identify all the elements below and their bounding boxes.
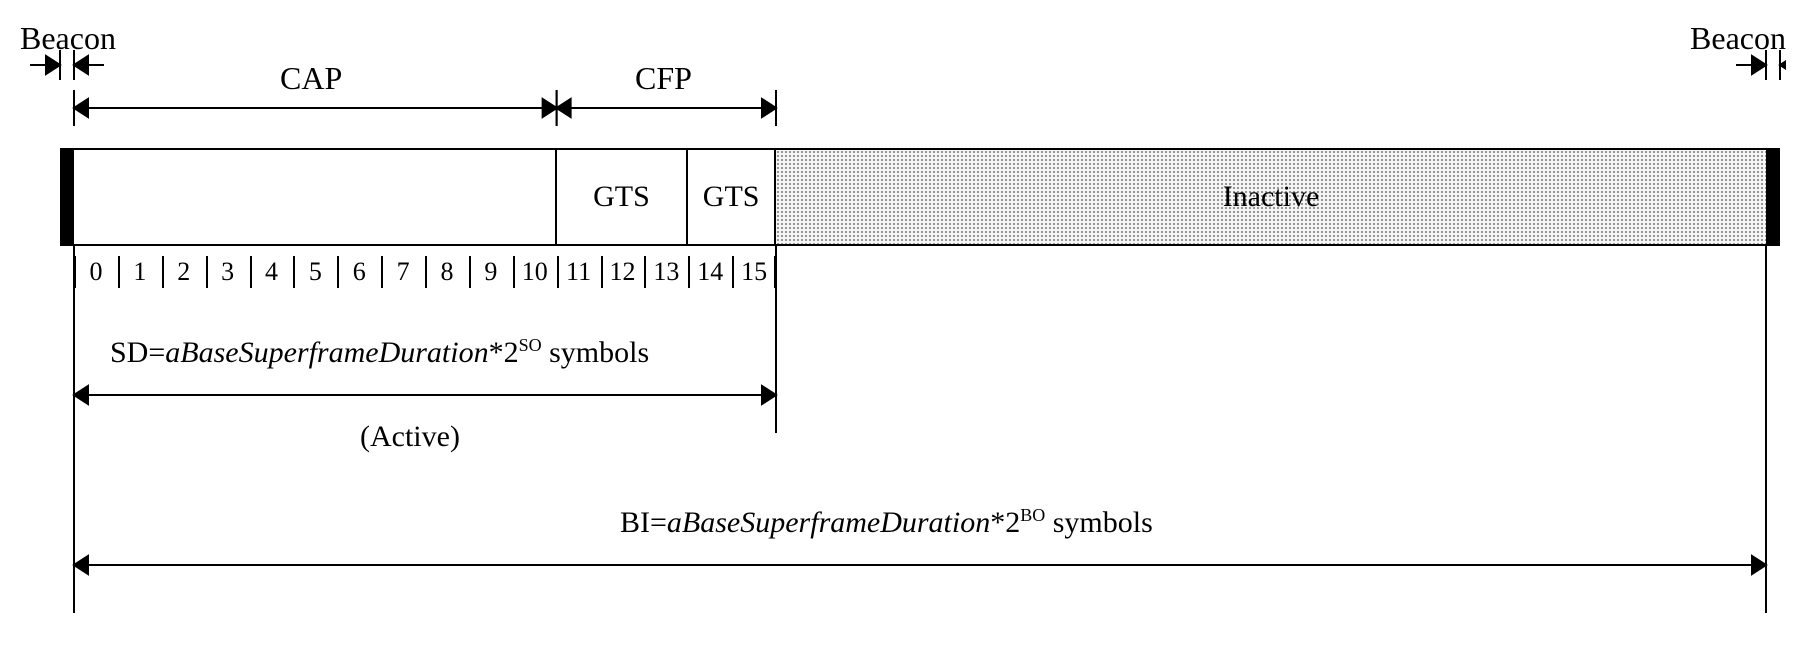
superframe-bar: GTS GTS Inactive <box>60 148 1780 246</box>
slot-14: 14 <box>688 252 732 292</box>
slot-11: 11 <box>557 252 601 292</box>
slot-12: 12 <box>601 252 645 292</box>
active-label: (Active) <box>360 420 460 454</box>
inactive-region: Inactive <box>776 150 1766 244</box>
slot-1: 1 <box>118 252 162 292</box>
slot-9: 9 <box>469 252 513 292</box>
gts-2-text: GTS <box>703 180 760 214</box>
slot-15: 15 <box>732 252 776 292</box>
gts-slot-1: GTS <box>557 150 689 244</box>
sd-formula: SD=aBaseSuperframeDuration*2SO symbols <box>110 335 649 370</box>
slot-10: 10 <box>513 252 557 292</box>
superframe-diagram: Beacon CAP CFP Beacon GTS GTS Inactive 0… <box>20 20 1786 628</box>
gts-1-text: GTS <box>593 180 650 214</box>
cap-region <box>74 150 557 244</box>
slot-4: 4 <box>250 252 294 292</box>
inactive-text: Inactive <box>1223 180 1320 214</box>
slot-13: 13 <box>644 252 688 292</box>
gts-slot-2: GTS <box>688 150 776 244</box>
slot-7: 7 <box>381 252 425 292</box>
slot-6: 6 <box>337 252 381 292</box>
bi-formula: BI=aBaseSuperframeDuration*2BO symbols <box>620 505 1153 540</box>
beacon-right <box>1766 150 1780 244</box>
beacon-right-label: Beacon <box>1690 20 1786 57</box>
cap-label: CAP <box>280 60 342 97</box>
beacon-left-label: Beacon <box>20 20 116 57</box>
slot-0: 0 <box>74 252 118 292</box>
slot-5: 5 <box>293 252 337 292</box>
cfp-label: CFP <box>635 60 692 97</box>
slot-2: 2 <box>162 252 206 292</box>
slot-ruler: 0 1 2 3 4 5 6 7 8 9 10 11 12 13 14 15 <box>60 252 776 292</box>
slot-8: 8 <box>425 252 469 292</box>
slot-3: 3 <box>206 252 250 292</box>
beacon-left <box>60 150 74 244</box>
